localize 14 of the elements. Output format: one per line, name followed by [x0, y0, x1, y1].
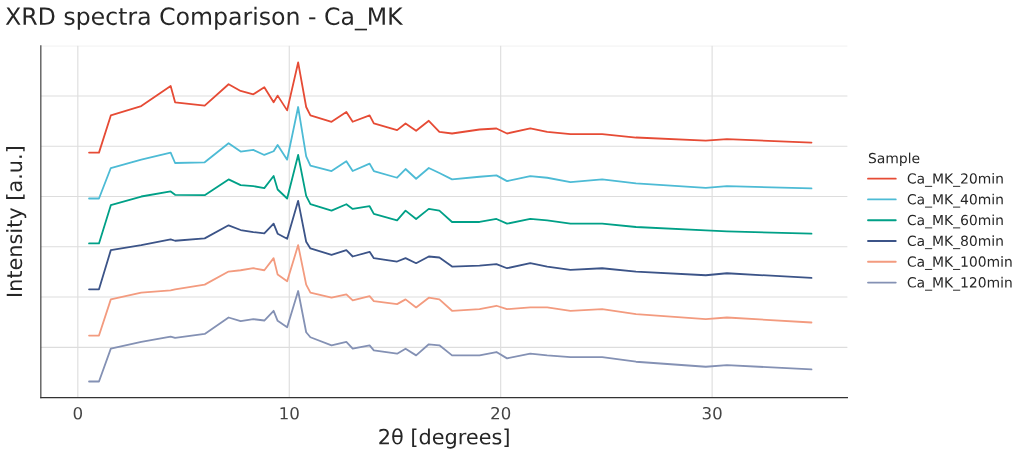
x-axis-title: 2θ [degrees] [379, 428, 509, 449]
x-tick-label: 30 [702, 406, 722, 420]
legend-label: Ca_MK_20min [907, 172, 1003, 187]
legend-label: Ca_MK_60min [907, 214, 1003, 229]
y-axis-title: Intensity [a.u.] [6, 147, 27, 296]
legend-label: Ca_MK_80min [907, 235, 1003, 250]
chart-title: XRD spectra Comparison - Ca_MK [5, 6, 404, 31]
x-tick-label: 10 [280, 406, 299, 420]
legend-label: Ca_MK_40min [907, 193, 1003, 208]
x-tick-label: 0 [73, 406, 83, 420]
x-tick-label: 20 [491, 406, 511, 420]
legend-title: Sample [868, 152, 920, 167]
legend-label: Ca_MK_100min [907, 256, 1012, 270]
legend-label: Ca_MK_120min [907, 276, 1012, 291]
